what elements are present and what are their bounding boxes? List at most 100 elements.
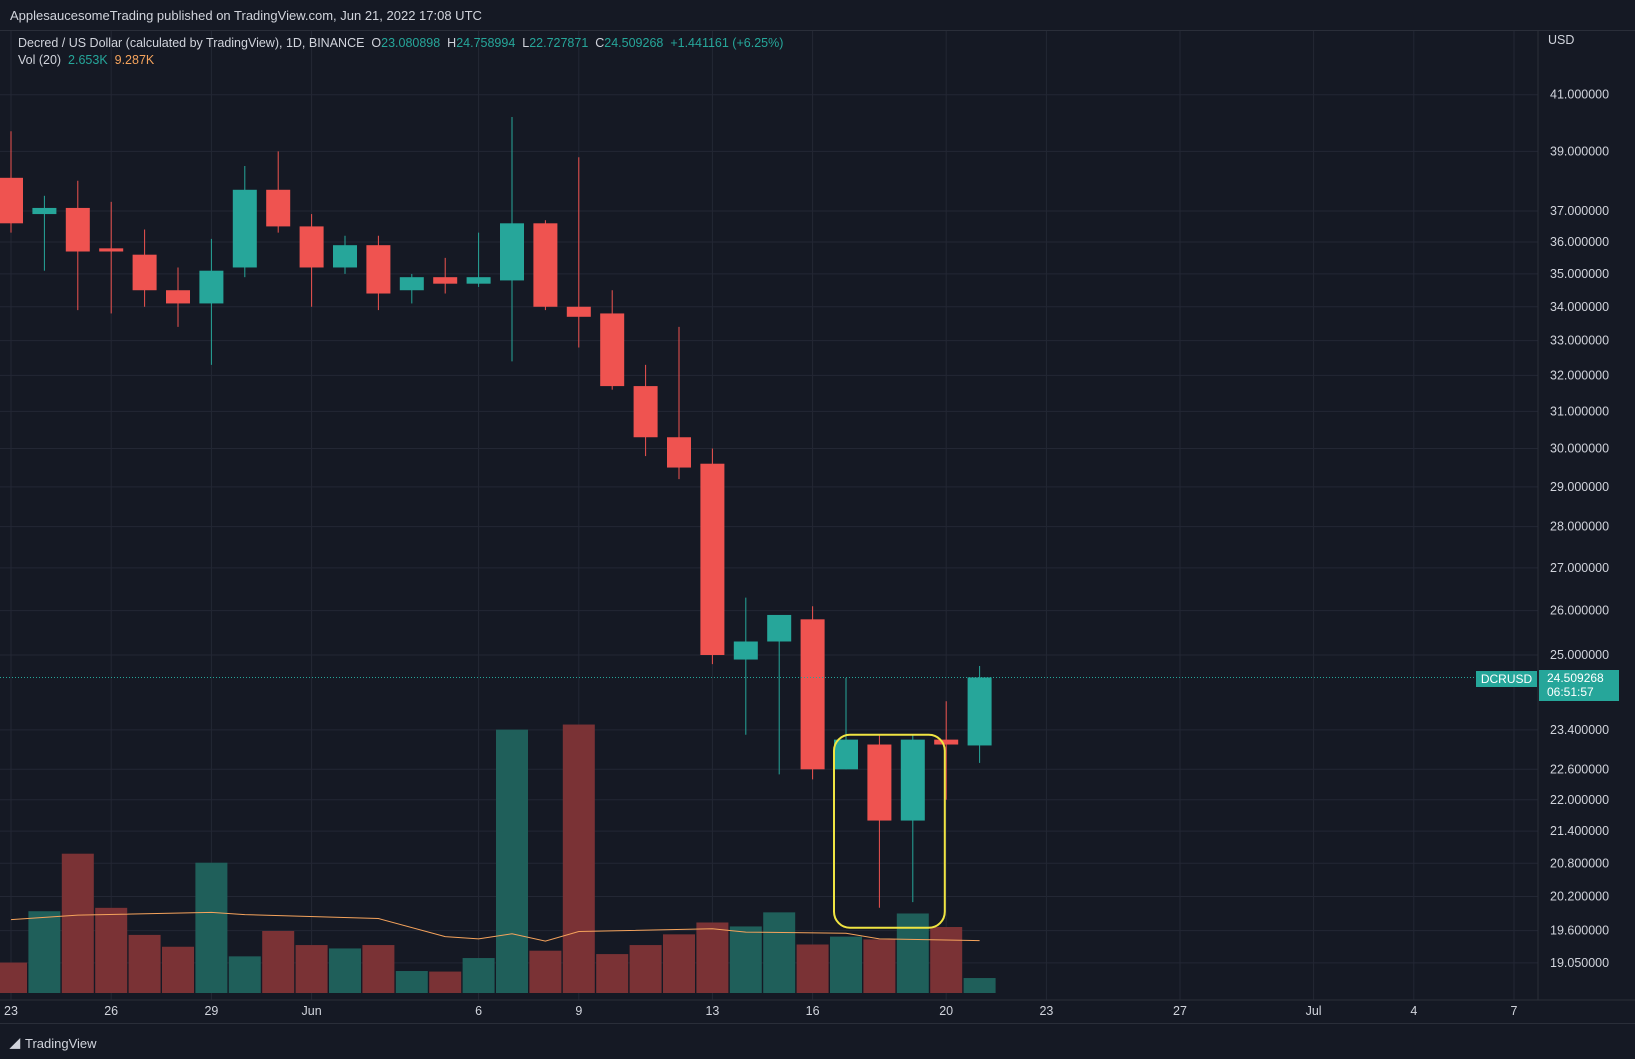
- volume-bar: [496, 729, 528, 993]
- change-value: +1.441161 (+6.25%): [670, 36, 784, 50]
- volume-bar: [596, 954, 629, 993]
- time-axis[interactable]: 23 26 29 Jun 6 9 13 16 20 23 27 Jul 4 7: [4, 1004, 1517, 1018]
- volume-bar: [729, 926, 762, 993]
- close-label: C: [595, 36, 605, 50]
- candle-body: [32, 207, 57, 215]
- candle: [333, 235, 357, 274]
- candle-body: [132, 254, 157, 291]
- high-value: 24.758994: [456, 36, 516, 50]
- candle: [533, 220, 558, 311]
- high-label: H: [447, 36, 457, 50]
- candle: [800, 606, 825, 780]
- candle-body: [333, 245, 357, 268]
- price-tick-label: 26.000000: [1550, 604, 1609, 618]
- candle-body: [967, 677, 992, 746]
- volume-bar: [195, 862, 228, 993]
- price-tick-label: 20.800000: [1550, 856, 1609, 870]
- last-price-value: 24.509268: [1547, 671, 1604, 685]
- time-tick-label: 13: [705, 1004, 719, 1018]
- candle-body: [934, 739, 959, 745]
- candle-body: [266, 189, 291, 227]
- volume-bar: [28, 911, 61, 993]
- candle: [399, 273, 424, 304]
- time-tick-label: 23: [1039, 1004, 1053, 1018]
- tradingview-logo-icon: ◢: [10, 1035, 20, 1050]
- tradingview-logo[interactable]: ◢ TradingView: [10, 1035, 97, 1051]
- chart-legend: Decred / US Dollar (calculated by Tradin…: [18, 35, 783, 69]
- candle: [600, 290, 625, 390]
- candle: [566, 157, 591, 348]
- price-tick-label: 41.000000: [1550, 88, 1609, 102]
- time-tick-label: 6: [475, 1004, 482, 1018]
- time-tick-label: 9: [575, 1004, 582, 1018]
- volume-bar: [395, 971, 428, 993]
- countdown-value: 06:51:57: [1547, 685, 1594, 699]
- candle: [232, 165, 257, 278]
- candle-body: [65, 207, 90, 252]
- candlesticks[interactable]: [0, 117, 992, 908]
- volume-bar: [295, 945, 328, 993]
- candle-body: [533, 223, 558, 307]
- time-tick-label: 20: [939, 1004, 953, 1018]
- annotation-rectangle[interactable]: [833, 733, 946, 929]
- price-tick-label: 35.000000: [1550, 267, 1609, 281]
- price-tick-label: 31.000000: [1550, 404, 1609, 418]
- volume-bar: [930, 927, 963, 993]
- volume-bar: [0, 962, 27, 993]
- candle: [934, 701, 959, 800]
- volume-bar: [830, 936, 862, 993]
- price-tick-label: 23.400000: [1550, 723, 1609, 737]
- volume-bar: [696, 922, 729, 993]
- candle: [500, 117, 524, 362]
- candle-body: [800, 619, 825, 770]
- time-tick-label: 23: [4, 1004, 18, 1018]
- publisher-bar: ApplesaucesomeTrading published on Tradi…: [0, 0, 1635, 31]
- chart-area[interactable]: 41.000000 39.000000 37.000000 36.000000 35.0…: [0, 31, 1635, 1022]
- candle: [266, 151, 291, 233]
- candle: [633, 364, 658, 457]
- candle-body: [900, 739, 925, 821]
- candle-body: [767, 614, 792, 642]
- candle: [366, 235, 391, 311]
- low-label: L: [522, 36, 530, 50]
- open-label: O: [371, 36, 382, 50]
- open-value: 23.080898: [381, 36, 441, 50]
- footer-bar: [0, 1023, 1635, 1059]
- last-price-badge: 24.509268 06:51:57: [1539, 670, 1619, 701]
- candle: [32, 195, 57, 271]
- grid-lines: [0, 31, 1538, 1000]
- currency-label[interactable]: USD: [1548, 33, 1575, 47]
- price-tick-label: 20.200000: [1550, 889, 1609, 903]
- candle: [900, 734, 925, 903]
- low-value: 22.727871: [529, 36, 589, 50]
- candle: [132, 229, 157, 307]
- time-tick-label: Jun: [302, 1004, 322, 1018]
- candle: [466, 232, 491, 287]
- candle-body: [366, 245, 391, 294]
- volume-bar: [162, 946, 194, 993]
- candle: [99, 201, 124, 314]
- time-tick-label: 7: [1511, 1004, 1518, 1018]
- volume-bar: [863, 939, 896, 993]
- ohlc-row: Decred / US Dollar (calculated by Tradin…: [18, 35, 783, 52]
- candle-body: [600, 313, 625, 387]
- price-tick-label: 33.000000: [1550, 334, 1609, 348]
- candle: [433, 257, 458, 294]
- price-tick-label: 34.000000: [1550, 300, 1609, 314]
- candle: [166, 267, 190, 327]
- volume-bar: [462, 958, 495, 993]
- candle-body: [299, 226, 324, 268]
- candle: [834, 677, 858, 770]
- volume-bar: [128, 934, 161, 993]
- price-axis[interactable]: 41.000000 39.000000 37.000000 36.000000 35.0…: [1550, 88, 1609, 970]
- symbol-title[interactable]: Decred / US Dollar (calculated by Tradin…: [18, 36, 365, 50]
- price-tick-label: 19.050000: [1550, 956, 1609, 970]
- price-tick-label: 22.000000: [1550, 793, 1609, 807]
- volume-bar: [629, 945, 662, 993]
- volume-label[interactable]: Vol (20): [18, 53, 62, 67]
- candle: [667, 326, 691, 480]
- volume-row: Vol (20) 2.653K 9.287K: [18, 52, 783, 69]
- candle: [867, 734, 892, 908]
- candle: [199, 238, 224, 365]
- candle: [65, 180, 90, 311]
